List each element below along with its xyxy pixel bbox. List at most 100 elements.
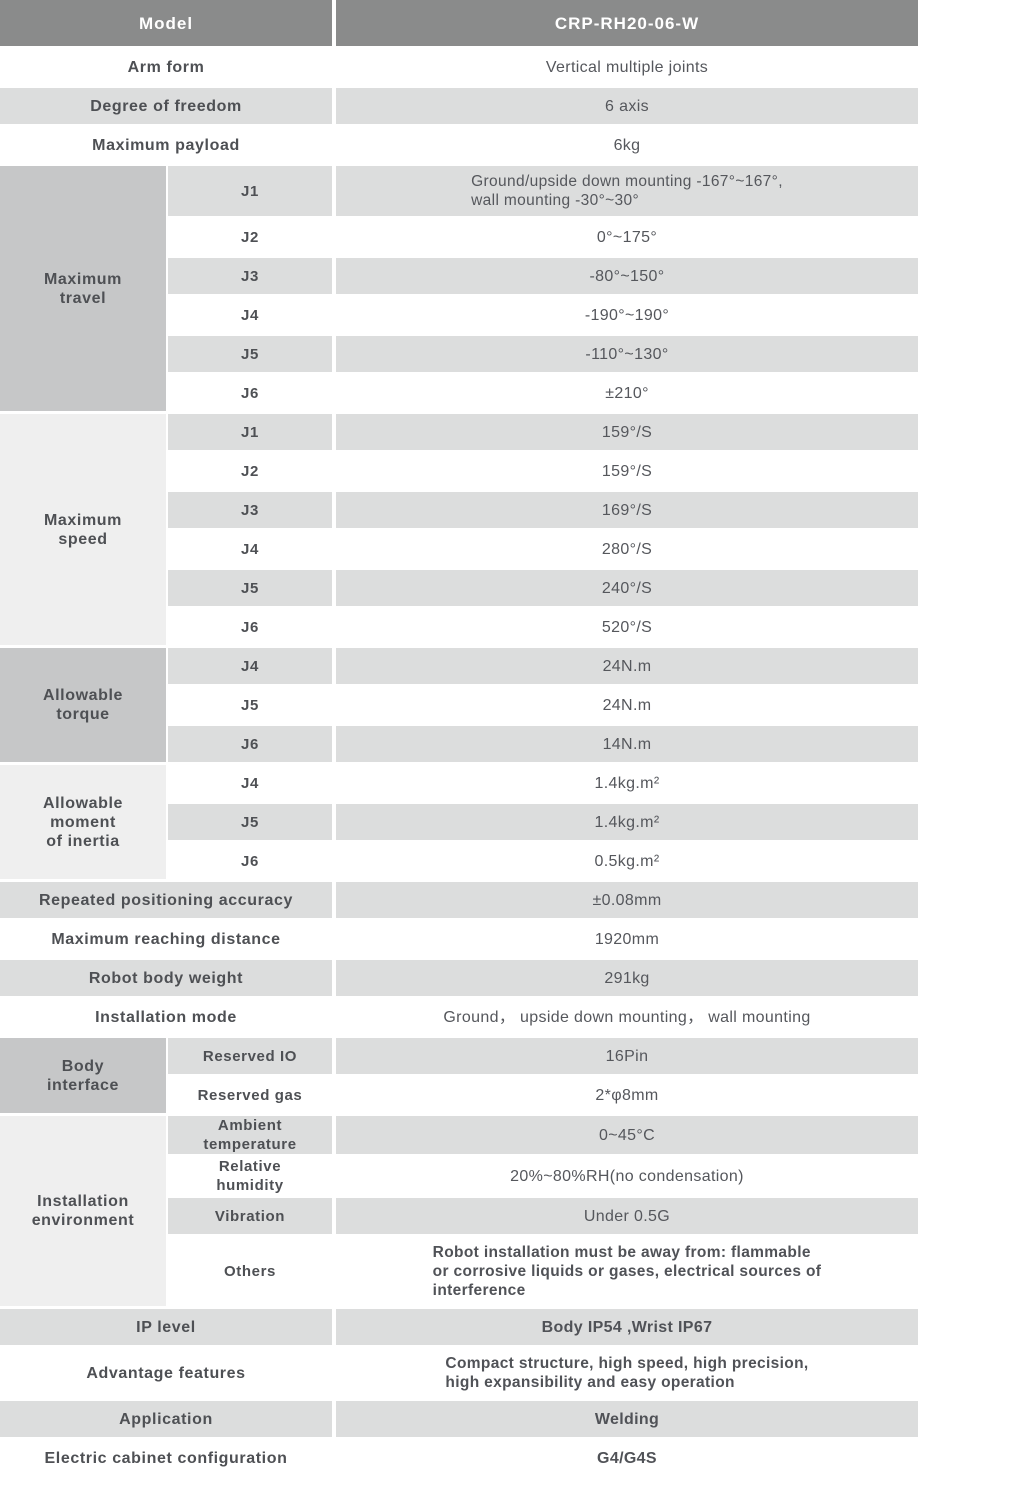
group-category: Maximum travel: [0, 166, 166, 411]
row-value-text: Welding: [594, 1410, 660, 1428]
row-value-text: -190°~190°: [584, 306, 670, 324]
row-value-text: 291kg: [604, 969, 650, 987]
row-value-text: 240°/S: [601, 579, 653, 597]
sub-label-text: J3: [241, 267, 259, 285]
row-value-text: 1.4kg.m²: [594, 774, 660, 792]
row-value: Under 0.5G: [336, 1198, 918, 1234]
spec-row: Maximum payload 6kg: [0, 127, 918, 163]
row-value: 6kg: [336, 127, 918, 163]
row-label-text: Robot body weight: [88, 969, 244, 987]
row-value: 16Pin: [336, 1038, 918, 1074]
spec-row: J5 24N.m: [168, 687, 918, 723]
row-value-text: 6kg: [613, 136, 641, 154]
spec-row: Degree of freedom 6 axis: [0, 88, 918, 124]
row-value-text: 0.5kg.m²: [594, 852, 660, 870]
sub-label-text: J5: [241, 579, 259, 597]
spec-row: J5 240°/S: [168, 570, 918, 606]
row-value: Ground， upside down mounting， wall mount…: [336, 999, 918, 1035]
row-value-text: 6 axis: [605, 97, 649, 115]
row-value: Vertical multiple joints: [336, 49, 918, 85]
row-value: 2*φ8mm: [336, 1077, 918, 1113]
row-value: -110°~130°: [336, 336, 918, 372]
row-value: -80°~150°: [336, 258, 918, 294]
row-label: Installation mode: [0, 999, 332, 1035]
header-model-value-text: CRP-RH20-06-W: [554, 13, 700, 33]
group-category-text: Maximum speed: [44, 511, 122, 548]
spec-row: Maximum reaching distance 1920mm: [0, 921, 918, 957]
row-value: 159°/S: [336, 414, 918, 450]
sub-label: Reserved IO: [168, 1038, 332, 1074]
row-value: Welding: [336, 1401, 918, 1437]
spec-row: J1 Ground/upside down mounting -167°~167°…: [168, 166, 918, 216]
spec-row: J5 -110°~130°: [168, 336, 918, 372]
row-label-text: Degree of freedom: [90, 97, 242, 115]
spec-row: Relative humidity 20%~80%RH(no condensati…: [168, 1157, 918, 1195]
row-value-text: 159°/S: [601, 462, 653, 480]
spec-row: Repeated positioning accuracy ±0.08mm: [0, 882, 918, 918]
sub-label-text: Relative humidity: [216, 1158, 284, 1194]
spec-row: Robot body weight 291kg: [0, 960, 918, 996]
sub-label-text: J5: [241, 813, 259, 831]
spec-group: Body interface Reserved IO 16Pin Reserved g…: [0, 1038, 918, 1113]
row-value: 0.5kg.m²: [336, 843, 918, 879]
header-model-label: Model: [0, 0, 332, 46]
row-value: Ground/upside down mounting -167°~167°, …: [336, 166, 918, 216]
row-value-text: Compact structure, high speed, high prec…: [445, 1355, 809, 1391]
spec-row: Others Robot installation must be away fr…: [168, 1237, 918, 1306]
row-value: Robot installation must be away from: fl…: [336, 1237, 918, 1306]
row-value: 520°/S: [336, 609, 918, 645]
group-category: Allowable torque: [0, 648, 166, 762]
spec-row: J3 169°/S: [168, 492, 918, 528]
row-value-text: Body IP54 ,Wrist IP67: [541, 1318, 713, 1336]
row-value-text: 24N.m: [602, 657, 652, 675]
row-value: 24N.m: [336, 648, 918, 684]
spec-row: Installation mode Ground， upside down mou…: [0, 999, 918, 1035]
row-label-text: Installation mode: [95, 1008, 237, 1026]
sub-label-text: J2: [241, 228, 259, 246]
spec-row: Electric cabinet configuration G4/G4S: [0, 1440, 918, 1476]
row-label: Electric cabinet configuration: [0, 1440, 332, 1476]
row-value: 1.4kg.m²: [336, 765, 918, 801]
group-category-text: Maximum travel: [44, 270, 122, 307]
row-value: 0°~175°: [336, 219, 918, 255]
spec-row: Advantage features Compact structure, hig…: [0, 1348, 918, 1398]
group-category: Allowable moment of inertia: [0, 765, 166, 879]
sub-label: J4: [168, 765, 332, 801]
spec-row: J3 -80°~150°: [168, 258, 918, 294]
row-label: Repeated positioning accuracy: [0, 882, 332, 918]
sub-label: J2: [168, 453, 332, 489]
sub-label: J3: [168, 258, 332, 294]
spec-row: Vibration Under 0.5G: [168, 1198, 918, 1234]
row-value: 24N.m: [336, 687, 918, 723]
sub-label-text: Ambient temperature: [203, 1117, 297, 1153]
row-label-text: IP level: [136, 1318, 196, 1336]
spec-row: Ambient temperature 0~45°C: [168, 1116, 918, 1154]
row-value: 291kg: [336, 960, 918, 996]
sub-label: J6: [168, 726, 332, 762]
row-value-text: 24N.m: [602, 696, 652, 714]
sub-label: J6: [168, 375, 332, 411]
sub-label: J4: [168, 297, 332, 333]
row-label-text: Maximum payload: [92, 136, 240, 154]
sub-label-text: Reserved IO: [202, 1047, 298, 1065]
sub-label-text: J4: [241, 540, 259, 558]
sub-label: J3: [168, 492, 332, 528]
row-value-text: 169°/S: [601, 501, 653, 519]
sub-label-text: J6: [241, 384, 259, 402]
group-category: Maximum speed: [0, 414, 166, 645]
sub-label: J4: [168, 531, 332, 567]
row-value-text: -80°~150°: [589, 267, 665, 285]
row-label: Maximum reaching distance: [0, 921, 332, 957]
row-value: ±210°: [336, 375, 918, 411]
row-value-text: 2*φ8mm: [595, 1086, 659, 1104]
table-body: Arm form Vertical multiple joints Degree o…: [0, 49, 918, 1476]
sub-label: J4: [168, 648, 332, 684]
spec-row: J6 0.5kg.m²: [168, 843, 918, 879]
sub-label: J5: [168, 687, 332, 723]
table-header-row: Model CRP-RH20-06-W: [0, 0, 918, 46]
row-value-text: 280°/S: [601, 540, 653, 558]
sub-label-text: J6: [241, 618, 259, 636]
group-category: Installation environment: [0, 1116, 166, 1306]
spec-group: Installation environment Ambient temperat…: [0, 1116, 918, 1306]
sub-label: J5: [168, 804, 332, 840]
